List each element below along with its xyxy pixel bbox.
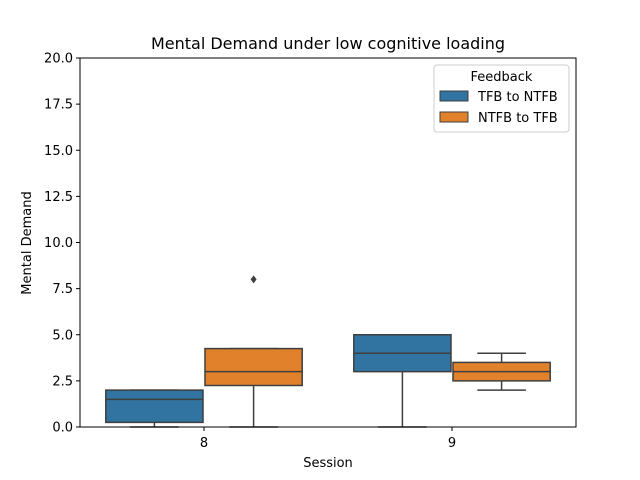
- iqr-box: [105, 389, 204, 424]
- x-tick-label: 8: [200, 436, 208, 451]
- box-ntfb-to-tfb-9: [452, 352, 551, 391]
- y-tick-label: 20.0: [44, 52, 73, 67]
- chart-title: Mental Demand under low cognitive loadin…: [151, 34, 505, 53]
- legend-label: TFB to NTFB: [477, 90, 558, 105]
- iqr-box: [204, 347, 303, 387]
- y-tick-label: 2.5: [52, 374, 73, 389]
- y-tick-label: 10.0: [44, 236, 73, 251]
- y-tick-label: 17.5: [44, 98, 73, 113]
- x-axis-label: Session: [303, 456, 353, 471]
- outlier-point: [250, 275, 257, 284]
- y-tick-label: 15.0: [44, 144, 73, 159]
- legend-title: Feedback: [471, 70, 533, 85]
- y-tick-label: 5.0: [52, 328, 73, 343]
- y-tick-label: 0.0: [52, 421, 73, 436]
- x-tick-label: 9: [448, 436, 456, 451]
- y-tick-label: 7.5: [52, 282, 73, 297]
- plot-area: [79, 57, 577, 428]
- box-tfb-to-ntfb-9: [353, 334, 452, 428]
- legend-swatch: [439, 90, 469, 102]
- legend-label: NTFB to TFB: [478, 111, 558, 126]
- y-tick-label: 12.5: [44, 190, 73, 205]
- box-tfb-to-ntfb-8: [105, 389, 204, 428]
- box-ntfb-to-tfb-8: [204, 275, 303, 428]
- y-axis: 0.0 2.5 5.0 7.5 10.0 12.5 15.0 17.5 20.0: [44, 52, 80, 436]
- legend-swatch: [439, 111, 469, 123]
- y-axis-label: Mental Demand: [20, 191, 35, 294]
- legend: Feedback TFB to NTFB NTFB to TFB: [433, 64, 570, 133]
